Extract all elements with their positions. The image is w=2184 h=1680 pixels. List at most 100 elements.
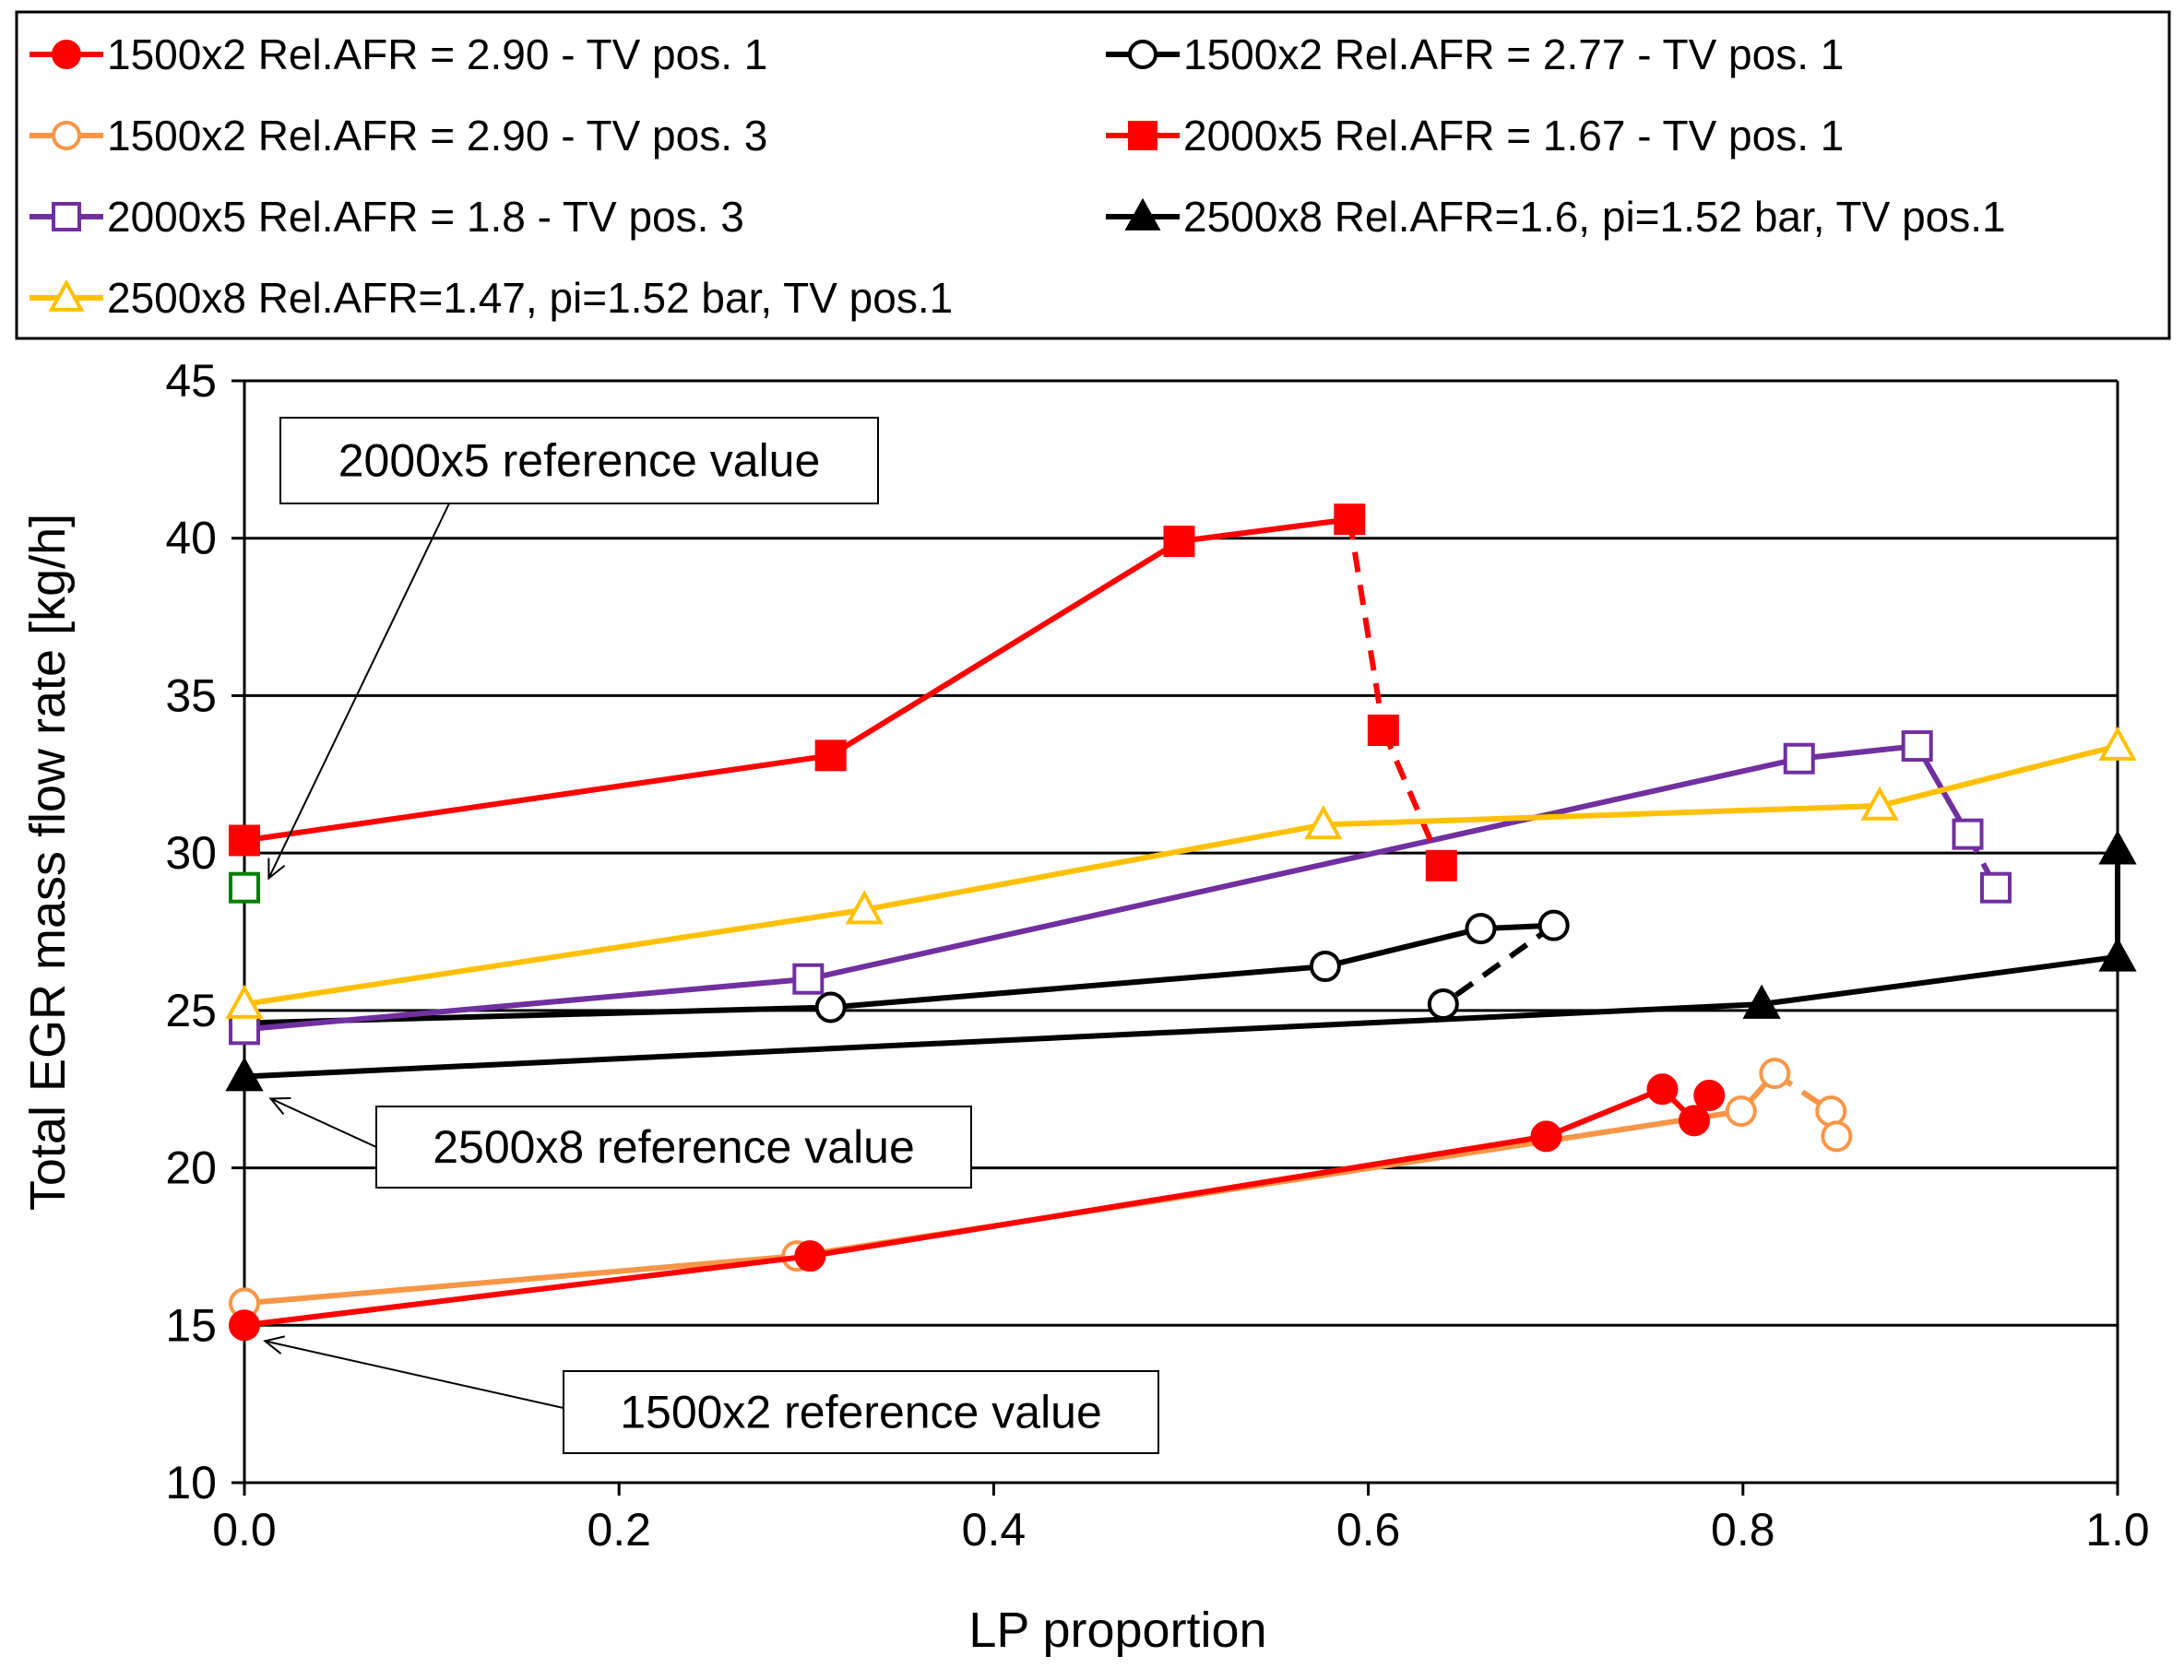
- annotation-label: 2500x8 reference value: [433, 1121, 915, 1173]
- y-tick-label: 45: [165, 355, 217, 407]
- data-point: [814, 739, 847, 772]
- annotations: 2000x5 reference value 2500x8 reference v…: [263, 417, 1159, 1454]
- y-tick-label: 20: [165, 1142, 217, 1194]
- data-point: [1742, 984, 1781, 1019]
- annotation-label: 2000x5 reference value: [338, 435, 821, 487]
- data-point: [229, 1309, 260, 1342]
- series-line-segment: [1324, 926, 1482, 969]
- legend-label: 1500x2 Rel.AFR = 2.90 - TV pos. 3: [107, 112, 767, 160]
- series-line-segment: [243, 1253, 798, 1307]
- x-tick-label: 0.6: [1336, 1504, 1401, 1556]
- annotation-arrow: [270, 1097, 377, 1148]
- series-line-segment: [809, 1133, 1548, 1260]
- series-line-segment: [830, 964, 1326, 1011]
- data-point: [1821, 1120, 1853, 1153]
- x-tick-label: 0.0: [212, 1504, 277, 1556]
- x-tick-label: 0.4: [962, 1504, 1027, 1556]
- x-tick-label: 0.2: [587, 1504, 651, 1556]
- legend-marker: [48, 278, 85, 312]
- series-line-segment: [243, 752, 832, 844]
- data-point: [1901, 730, 1933, 763]
- data-point: [1465, 913, 1497, 945]
- legend-item: 1500x2 Rel.AFR = 2.90 - TV pos. 3: [30, 112, 767, 160]
- data-point: [1537, 909, 1570, 941]
- legend-marker: [1128, 40, 1157, 69]
- y-tick-label: 40: [165, 513, 217, 564]
- reference-point-2000x5: [229, 871, 260, 904]
- series-line-segment: [1879, 743, 2119, 809]
- legend-label: 2000x5 Rel.AFR = 1.8 - TV pos. 3: [107, 193, 744, 241]
- annotation-arrowhead: [267, 858, 286, 881]
- series-5: [229, 503, 1457, 881]
- data-point: [792, 963, 825, 995]
- data-point: [229, 824, 260, 857]
- data-point: [1693, 1080, 1726, 1112]
- series-line-segment: [243, 906, 865, 1007]
- data-point: [814, 991, 847, 1023]
- data-point: [1304, 805, 1343, 840]
- data-point: [1783, 742, 1815, 775]
- legend-item: 1500x2 Rel.AFR = 2.77 - TV pos. 1: [1106, 30, 1844, 78]
- data-point: [1163, 526, 1195, 558]
- series-line-segment: [1442, 923, 1556, 1007]
- data-point: [2098, 726, 2137, 761]
- series-line-segment: [243, 976, 809, 1033]
- legend-item: 2000x5 Rel.AFR = 1.8 - TV pos. 3: [30, 193, 744, 241]
- data-point: [1530, 1120, 1562, 1153]
- data-point: [225, 1057, 264, 1092]
- x-tick-label: 1.0: [2085, 1504, 2150, 1556]
- series-line-segment: [1323, 802, 1881, 828]
- x-tick-label: 0.8: [1711, 1504, 1775, 1556]
- data-point: [1334, 503, 1366, 536]
- annotation-arrowhead: [268, 1097, 291, 1116]
- data-point: [1952, 818, 1984, 850]
- y-tick-label: 30: [165, 827, 217, 879]
- data-point: [1646, 1073, 1679, 1106]
- series-line-segment: [1798, 743, 1918, 762]
- annotation-box: [279, 417, 879, 504]
- legend-item: 1500x2 Rel.AFR = 2.90 - TV pos. 1: [30, 30, 767, 78]
- x-axis-title: LP proportion: [968, 1603, 1266, 1658]
- data-point: [229, 1013, 260, 1046]
- series-0: [229, 1073, 1726, 1342]
- series-6: [225, 830, 2137, 1092]
- series-line-segment: [243, 1253, 811, 1329]
- annotation-arrowhead: [263, 1335, 285, 1355]
- annotation-box: [563, 1370, 1159, 1454]
- series-line-segment: [1761, 953, 2119, 1008]
- legend-marker: [52, 202, 81, 231]
- annotation-arrow: [267, 503, 450, 879]
- data-point: [1678, 1105, 1710, 1137]
- legend-item: 2500x8 Rel.AFR=1.6, pi=1.52 bar, TV pos.…: [1106, 193, 2006, 241]
- data-point: [794, 1240, 826, 1272]
- legend-marker: [52, 40, 81, 69]
- data-point: [1309, 951, 1341, 983]
- y-tick-label: 15: [165, 1299, 217, 1351]
- series-layer: [225, 503, 2137, 1342]
- data-point: [2098, 937, 2137, 972]
- data-point: [845, 890, 884, 925]
- legend-label: 2500x8 Rel.AFR=1.6, pi=1.52 bar, TV pos.…: [1183, 193, 2006, 241]
- legend-label: 2000x5 Rel.AFR = 1.67 - TV pos. 1: [1183, 112, 1844, 160]
- data-point: [1425, 849, 1457, 881]
- series-line-segment: [1179, 516, 1350, 545]
- y-tick-label: 35: [165, 669, 217, 721]
- annotation-label: 1500x2 reference value: [620, 1387, 1102, 1438]
- data-point: [1815, 1095, 1847, 1128]
- y-tick-label: 10: [165, 1457, 217, 1508]
- data-point: [1367, 714, 1399, 746]
- series-line-segment: [829, 538, 1181, 758]
- legend-box: [15, 10, 2171, 340]
- annotation-box: [375, 1106, 972, 1189]
- data-point: [225, 984, 264, 1019]
- y-tick-label: 25: [165, 985, 217, 1036]
- y-axis-title: Total EGR mass flow rate [kg/h]: [20, 514, 76, 1211]
- data-point: [1427, 988, 1459, 1021]
- series-2: [229, 730, 2012, 1046]
- data-point: [1979, 871, 2012, 904]
- legend-item: 2000x5 Rel.AFR = 1.67 - TV pos. 1: [1106, 112, 1844, 160]
- series-line-segment: [863, 822, 1324, 913]
- annotation-arrow: [265, 1340, 564, 1409]
- axes: 10 15 20 25 30 35 40 45 0.0 0.2 0.4 0.6 0.8 1.0: [165, 355, 2149, 1556]
